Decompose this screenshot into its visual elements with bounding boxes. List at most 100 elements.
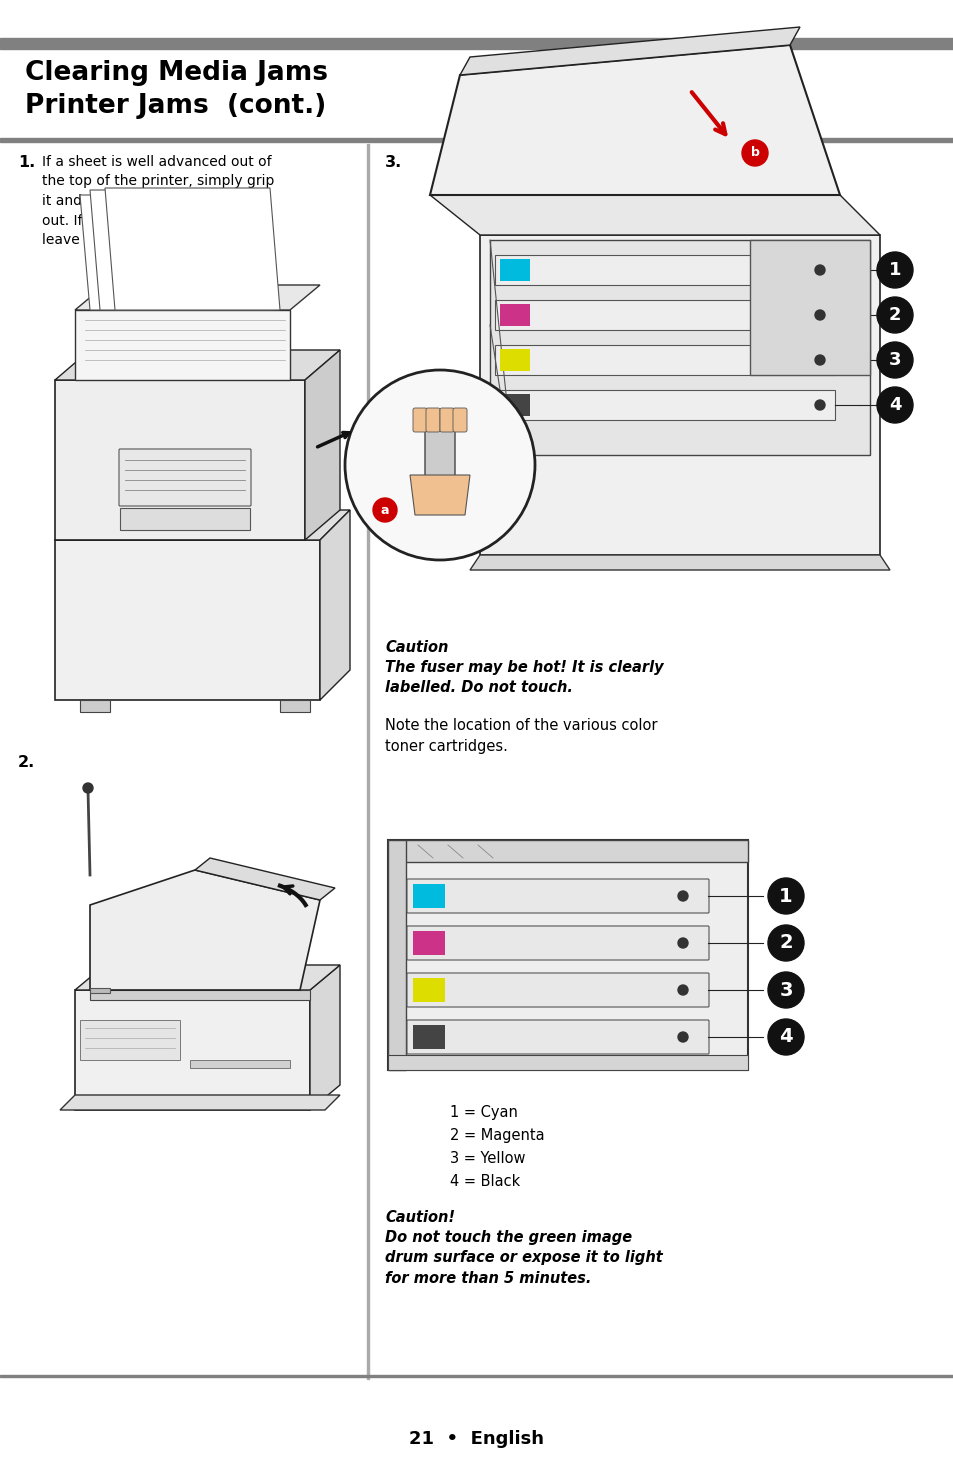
Bar <box>0 139 953 142</box>
Text: Do not touch the green image
drum surface or expose it to light
for more than 5 : Do not touch the green image drum surfac… <box>385 1230 662 1286</box>
Bar <box>367 145 369 1379</box>
Polygon shape <box>459 27 800 75</box>
Bar <box>100 962 290 968</box>
FancyBboxPatch shape <box>424 412 455 482</box>
Polygon shape <box>490 240 869 454</box>
Circle shape <box>814 355 824 364</box>
Bar <box>280 701 310 712</box>
Circle shape <box>83 783 92 794</box>
FancyBboxPatch shape <box>407 1021 708 1055</box>
Polygon shape <box>749 240 869 375</box>
Circle shape <box>814 310 824 320</box>
Bar <box>80 1021 180 1061</box>
Text: 3.: 3. <box>385 155 402 170</box>
FancyBboxPatch shape <box>407 974 708 1007</box>
FancyBboxPatch shape <box>119 448 251 506</box>
Circle shape <box>767 925 803 962</box>
Polygon shape <box>319 510 350 701</box>
Text: 1: 1 <box>888 261 901 279</box>
Polygon shape <box>479 235 879 555</box>
Text: The fuser may be hot! It is clearly
labelled. Do not touch.: The fuser may be hot! It is clearly labe… <box>385 659 663 695</box>
Polygon shape <box>80 195 270 310</box>
Polygon shape <box>75 310 290 381</box>
Bar <box>100 971 290 976</box>
Text: a: a <box>380 503 389 516</box>
Circle shape <box>876 296 912 333</box>
Polygon shape <box>75 285 319 310</box>
Polygon shape <box>310 965 339 1111</box>
Text: 4: 4 <box>779 1028 792 1046</box>
Circle shape <box>767 1019 803 1055</box>
Text: 3 = Yellow: 3 = Yellow <box>450 1150 525 1167</box>
FancyBboxPatch shape <box>407 926 708 960</box>
Bar <box>499 394 530 416</box>
Circle shape <box>741 140 767 167</box>
Polygon shape <box>60 1094 339 1111</box>
Text: 2.: 2. <box>18 755 35 770</box>
Bar <box>495 345 834 375</box>
FancyBboxPatch shape <box>439 409 454 432</box>
Bar <box>100 945 290 951</box>
Bar <box>90 988 110 993</box>
Polygon shape <box>55 381 305 540</box>
Text: 2: 2 <box>888 305 901 324</box>
Text: 4: 4 <box>888 395 901 414</box>
Polygon shape <box>430 46 840 195</box>
Bar <box>413 978 444 1002</box>
Polygon shape <box>194 858 335 900</box>
Polygon shape <box>470 555 889 569</box>
Circle shape <box>767 878 803 914</box>
FancyBboxPatch shape <box>407 879 708 913</box>
Text: If a sheet is well advanced out of
the top of the printer, simply grip
it and pu: If a sheet is well advanced out of the t… <box>42 155 274 246</box>
Bar <box>0 1375 953 1378</box>
Polygon shape <box>75 965 339 990</box>
Text: Clearing Media Jams: Clearing Media Jams <box>25 60 328 86</box>
Circle shape <box>373 499 396 522</box>
Bar <box>495 389 834 420</box>
Bar <box>495 299 834 330</box>
Bar <box>80 701 110 712</box>
Bar <box>499 350 530 372</box>
Bar <box>413 884 444 909</box>
Circle shape <box>876 342 912 378</box>
Polygon shape <box>430 195 879 235</box>
Circle shape <box>876 386 912 423</box>
Text: Caution: Caution <box>385 640 448 655</box>
Bar <box>388 1055 747 1069</box>
Bar <box>499 304 530 326</box>
Bar <box>388 839 406 1069</box>
Polygon shape <box>55 350 339 381</box>
Text: 21  •  English: 21 • English <box>409 1429 544 1448</box>
Polygon shape <box>388 839 747 1069</box>
Text: Printer Jams  (cont.): Printer Jams (cont.) <box>25 93 326 119</box>
Polygon shape <box>410 475 470 515</box>
Bar <box>495 255 834 285</box>
Polygon shape <box>75 990 310 1111</box>
Circle shape <box>345 370 535 560</box>
Text: 2 = Magenta: 2 = Magenta <box>450 1128 544 1143</box>
Text: 1: 1 <box>779 886 792 906</box>
Circle shape <box>678 891 687 901</box>
Text: 3: 3 <box>779 981 792 1000</box>
Polygon shape <box>55 510 350 540</box>
Bar <box>120 507 250 530</box>
Circle shape <box>876 252 912 288</box>
Text: 2: 2 <box>779 934 792 953</box>
Text: 3: 3 <box>888 351 901 369</box>
Text: b: b <box>750 146 759 159</box>
Bar <box>100 954 290 960</box>
Circle shape <box>767 972 803 1007</box>
Polygon shape <box>305 350 339 540</box>
Polygon shape <box>90 990 310 1000</box>
Circle shape <box>814 266 824 274</box>
Circle shape <box>678 985 687 996</box>
FancyBboxPatch shape <box>413 409 427 432</box>
Text: 1.: 1. <box>18 155 35 170</box>
Text: Caution!: Caution! <box>385 1210 455 1226</box>
Circle shape <box>678 1032 687 1041</box>
Polygon shape <box>90 190 274 310</box>
Circle shape <box>814 400 824 410</box>
FancyBboxPatch shape <box>453 409 467 432</box>
Text: 4 = Black: 4 = Black <box>450 1174 519 1189</box>
Text: Note the location of the various color
toner cartridges.: Note the location of the various color t… <box>385 718 657 754</box>
